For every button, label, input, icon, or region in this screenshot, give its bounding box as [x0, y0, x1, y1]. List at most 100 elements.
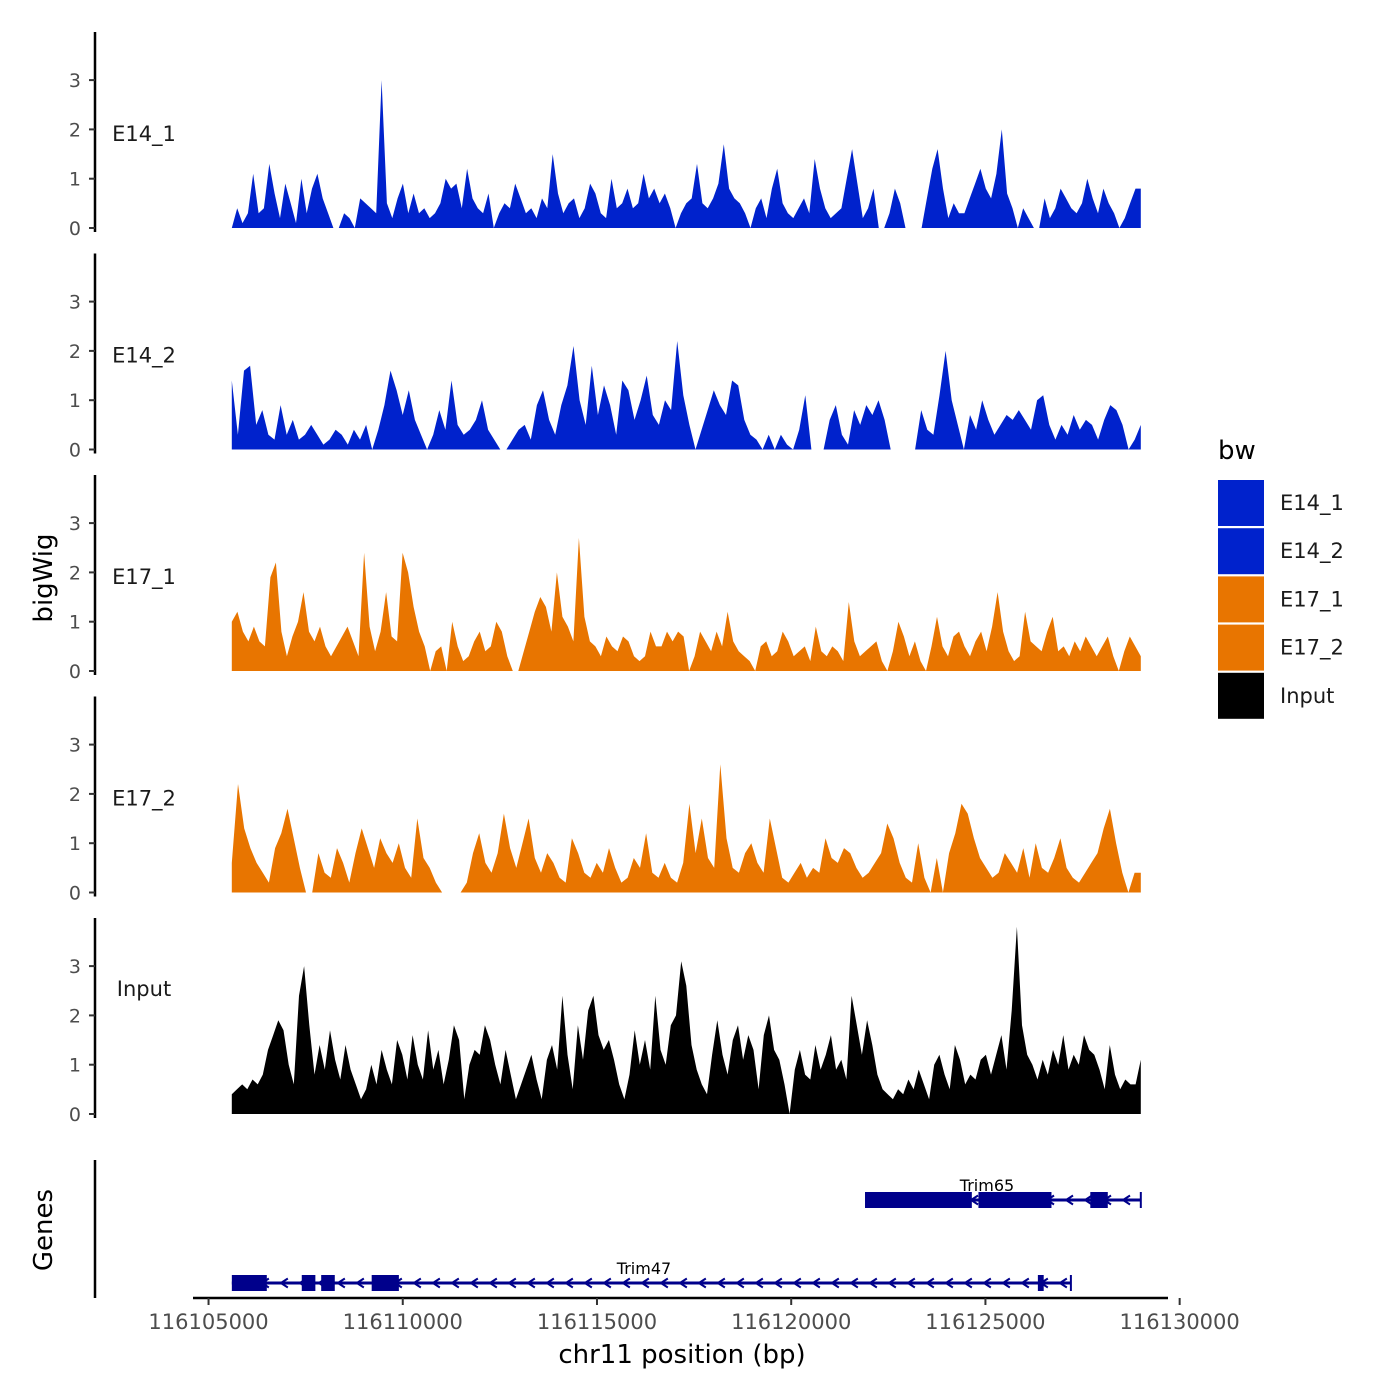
tracks-layer: 0 1 2 3 E14_1 0 1 2 3 E14_2 0 1 2 3 E17_1 0 1 2 3 E17_2 0 1 2 3… [69, 32, 1141, 1126]
track-panel-e17_2: 0 1 2 3 E17_2 [69, 696, 1141, 905]
y-tick-label: 0 [69, 440, 81, 462]
y-tick-label: 0 [69, 218, 81, 240]
strand-arrow [1083, 1194, 1093, 1206]
strand-arrow [1019, 1277, 1030, 1289]
strand-arrow [848, 1277, 859, 1289]
track-label: E17_2 [112, 787, 176, 812]
track-label: Input [117, 977, 171, 1001]
strand-arrow [734, 1277, 745, 1289]
strand-arrow [829, 1277, 840, 1289]
y-tick-label: 2 [69, 784, 81, 806]
strand-arrow [278, 1277, 289, 1289]
y-tick-label: 0 [69, 883, 81, 905]
y-tick-label: 3 [69, 292, 81, 314]
exon-block [1090, 1192, 1108, 1208]
track-panel-input: 0 1 2 3 Input [69, 918, 1141, 1126]
legend-title: bw [1218, 436, 1256, 466]
strand-arrow [658, 1277, 669, 1289]
strand-arrow [449, 1277, 460, 1289]
strand-arrow [924, 1277, 935, 1289]
y-tick-label: 1 [69, 390, 81, 412]
strand-arrow [1064, 1194, 1074, 1206]
legend-label: E17_1 [1280, 587, 1344, 612]
strand-arrow [582, 1277, 593, 1289]
genes-panel: Trim65 Trim47 [93, 1160, 1142, 1298]
legend-swatch-e14_1 [1218, 480, 1264, 526]
strand-arrow [886, 1277, 897, 1289]
y-tick-label: 2 [69, 1005, 81, 1027]
y-tick-label: 2 [69, 341, 81, 363]
y-axis-title: bigWig [29, 533, 59, 622]
strand-arrow [791, 1277, 802, 1289]
y-tick-label: 3 [69, 956, 81, 978]
legend-label: Input [1280, 684, 1334, 708]
strand-arrow [867, 1277, 878, 1289]
signal-area-e14_2 [231, 341, 1141, 450]
strand-arrow [354, 1277, 365, 1289]
exon-block [231, 1275, 267, 1291]
y-tick-label: 3 [69, 70, 81, 92]
strand-arrow [601, 1277, 612, 1289]
y-tick-label: 0 [69, 661, 81, 683]
signal-area-input [231, 926, 1141, 1114]
exon-block [371, 1275, 399, 1291]
strand-arrow [677, 1277, 688, 1289]
strand-arrow [772, 1277, 783, 1289]
x-tick-label: 116105000 [148, 1310, 268, 1334]
legend-swatch-input [1218, 672, 1264, 719]
strand-arrow [411, 1277, 422, 1289]
exon-block [1037, 1275, 1044, 1291]
x-tick-label: 116115000 [537, 1310, 657, 1334]
signal-area-e17_2 [231, 764, 1141, 893]
strand-arrow [544, 1277, 555, 1289]
legend-swatch-e17_2 [1218, 624, 1264, 671]
gene-label: Trim65 [959, 1176, 1014, 1195]
strand-arrow [943, 1277, 954, 1289]
y-tick-label: 2 [69, 562, 81, 584]
strand-arrow [1000, 1277, 1011, 1289]
track-label: E14_1 [112, 122, 176, 147]
signal-area-e14_1 [231, 80, 1141, 228]
x-axis: 116105000 116110000 116115000 116120000 1161… [148, 1296, 1240, 1334]
strand-arrow [563, 1277, 574, 1289]
strand-arrow [715, 1277, 726, 1289]
exon-block [978, 1192, 1052, 1208]
gene-label: Trim47 [616, 1259, 671, 1278]
y-tick-label: 3 [69, 735, 81, 757]
legend-swatch-e14_2 [1218, 528, 1264, 575]
y-tick-label: 2 [69, 119, 81, 141]
x-axis-title: chr11 position (bp) [558, 1340, 805, 1370]
legend-label: E14_1 [1280, 491, 1344, 516]
y-tick-label: 3 [69, 513, 81, 535]
x-tick-label: 116110000 [343, 1310, 463, 1334]
strand-arrow [981, 1277, 992, 1289]
y-tick-label: 1 [69, 169, 81, 191]
gene-trim47: Trim47 [231, 1259, 1072, 1291]
strand-arrow [335, 1277, 346, 1289]
strand-arrow [962, 1277, 973, 1289]
x-tick-label: 116120000 [731, 1310, 851, 1334]
strand-arrow [810, 1277, 821, 1289]
y-tick-label: 1 [69, 833, 81, 855]
track-panel-e14_1: 0 1 2 3 E14_1 [69, 32, 1141, 240]
strand-arrow [1057, 1277, 1068, 1289]
y-tick-label: 1 [69, 1055, 81, 1077]
track-panel-e17_1: 0 1 2 3 E17_1 [69, 475, 1141, 683]
strand-arrow [430, 1277, 441, 1289]
strand-arrow [696, 1277, 707, 1289]
strand-arrow [905, 1277, 916, 1289]
strand-arrow [506, 1277, 517, 1289]
legend: bw E14_1 E14_2 E17_1 E17_2 Input [1218, 436, 1344, 719]
strand-arrow [620, 1277, 631, 1289]
strand-arrow [525, 1277, 536, 1289]
legend-label: E14_2 [1280, 539, 1344, 564]
strand-arrow [468, 1277, 479, 1289]
signal-area-e17_1 [231, 537, 1141, 671]
exon-block [301, 1275, 316, 1291]
exon-block [865, 1192, 972, 1208]
strand-arrow [1121, 1194, 1131, 1206]
genes-panel-label: Genes [29, 1189, 59, 1271]
legend-swatch-e17_1 [1218, 576, 1264, 623]
y-tick-label: 0 [69, 1104, 81, 1126]
